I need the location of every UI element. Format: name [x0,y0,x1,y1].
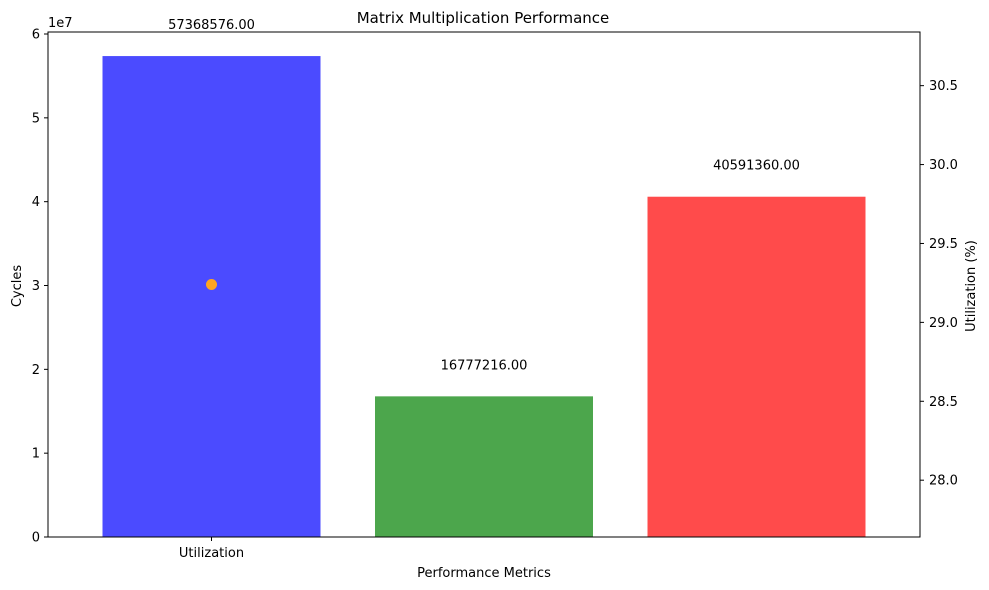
y2-tick-label: 28.0 [929,474,958,489]
bar-value-label-3: 40591360.00 [713,159,800,174]
y2-tick-label: 30.0 [929,158,958,173]
y-axis-label: Cycles [10,265,25,308]
y-tick-label: 0 [32,531,40,546]
y-tick-label: 6 [32,28,40,43]
y-tick-label: 3 [32,279,40,294]
y-axis-ticks: 0 1 2 3 4 5 6 [32,28,48,546]
bar-3 [647,196,866,537]
chart-title: Matrix Multiplication Performance [357,9,610,27]
y2-tick-label: 30.5 [929,79,958,94]
bar-value-label-1: 57368576.00 [168,18,255,33]
y2-tick-label: 28.5 [929,395,958,410]
y-tick-label: 4 [32,195,40,210]
bar-value-label-2: 16777216.00 [441,358,528,373]
y-tick-label: 2 [32,363,40,378]
x-tick-label: Utilization [179,546,244,561]
y-tick-label: 1 [32,447,40,462]
utilization-point [206,279,217,290]
y-tick-label: 5 [32,111,40,126]
x-axis-label: Performance Metrics [417,566,551,581]
y2-tick-label: 29.0 [929,316,958,331]
bar-2 [375,396,593,537]
bar-labels: 57368576.00 16777216.00 40591360.00 [168,18,800,373]
bar-1 [102,56,321,537]
x-axis-ticks: Utilization [179,537,244,561]
plot-frame [47,31,921,538]
y2-tick-label: 29.5 [929,237,958,252]
y-offset-label: 1e7 [48,16,73,31]
y2-axis-label: Utilization (%) [964,240,979,332]
bars [102,56,866,537]
y2-axis-ticks: 28.0 28.5 29.0 29.5 30.0 30.5 [920,79,958,489]
points [206,279,217,290]
